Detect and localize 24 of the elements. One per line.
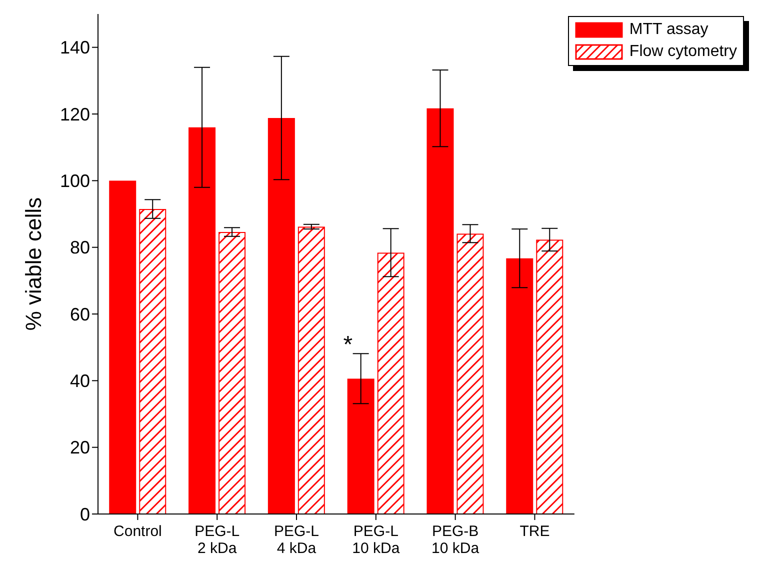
annotation: * — [343, 332, 353, 359]
bar — [188, 127, 216, 514]
x-tick-label: TRE — [520, 523, 550, 540]
y-tick-label: 40 — [70, 371, 90, 392]
legend-label: MTT assay — [629, 21, 708, 39]
x-tick-label: PEG-L 2 kDa — [194, 523, 240, 557]
y-tick-label: 80 — [70, 238, 90, 258]
y-tick-label: 60 — [70, 304, 90, 324]
y-axis-title: % viable cells — [20, 197, 46, 331]
bar — [426, 108, 454, 514]
bar — [506, 258, 534, 514]
bar — [268, 118, 295, 514]
y-tick-label: 100 — [60, 171, 90, 192]
bar — [109, 180, 136, 514]
y-tick-label: 120 — [60, 104, 90, 124]
x-tick-label: Control — [114, 523, 162, 540]
y-tick-label: 0 — [80, 504, 90, 524]
y-tick-label: 20 — [70, 438, 90, 458]
bar — [347, 378, 374, 514]
x-tick-label: PEG-L 4 kDa — [274, 523, 320, 557]
x-tick-label: PEG-B 10 kDa — [432, 523, 480, 557]
x-tick-label: PEG-L 10 kDa — [352, 523, 400, 557]
legend-label: Flow cytometry — [629, 43, 737, 61]
y-tick-label: 140 — [60, 38, 90, 58]
